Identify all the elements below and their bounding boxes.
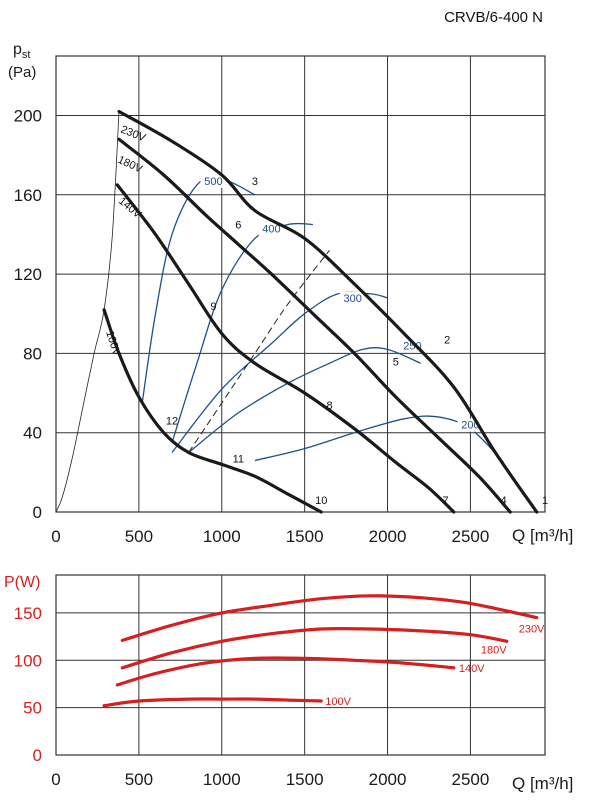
bottom-x-tick-label: 0 <box>51 770 60 789</box>
bottom-y-tick-label: 50 <box>23 699 42 718</box>
chart-title: CRVB/6-400 N <box>444 9 543 26</box>
operating-point-11: 11 <box>233 453 244 465</box>
top-plot-curves: 500400300250200230V180V140V100V123456789… <box>55 109 548 514</box>
top-x-tick-label: 2500 <box>451 527 489 546</box>
bottom-x-tick-label: 2500 <box>451 770 489 789</box>
bottom-plot-frame <box>55 574 546 756</box>
curve-100V <box>102 308 323 514</box>
operating-point-2: 2 <box>444 334 450 346</box>
iso-line-300 <box>171 291 388 453</box>
bottom-plot-curves: 230V 180V 140V 100V <box>102 594 545 708</box>
power-curve-label-180V: 180V <box>481 644 507 656</box>
operating-point-4: 4 <box>500 495 506 507</box>
power-curve-180V <box>120 626 509 670</box>
iso-line-500 <box>141 176 256 404</box>
bottom-x-tick-label: 1500 <box>286 770 324 789</box>
operating-point-1: 1 <box>542 495 548 507</box>
top-y-tick-label: 200 <box>14 106 42 125</box>
iso-line-400 <box>171 222 313 443</box>
curve-140V <box>115 183 456 514</box>
top-plot-frame <box>55 55 546 513</box>
operating-point-9: 9 <box>210 301 216 313</box>
bottom-x-tick-label: 500 <box>125 770 153 789</box>
power-curve-label-100V: 100V <box>325 696 351 708</box>
power-curve-label-140V: 140V <box>459 663 485 675</box>
top-y-label: pst <box>13 41 30 61</box>
iso-label-500: 500 <box>204 176 222 188</box>
bottom-y-label: P(W) <box>4 574 40 591</box>
iso-label-250: 250 <box>403 340 421 352</box>
top-y-tick-label: 0 <box>33 503 42 522</box>
top-y-unit: (Pa) <box>8 64 36 81</box>
top-y-tick-label: 80 <box>23 344 42 363</box>
iso-label-300: 300 <box>344 293 362 305</box>
bottom-y-tick-label: 150 <box>14 604 42 623</box>
iso-line-250 <box>188 347 421 454</box>
iso-label-400: 400 <box>262 223 280 235</box>
top-x-label: Q [m³/h] <box>512 526 573 545</box>
bottom-plot-grid: 0 500 1000 1500 2000 2500 0 50 100 150 <box>14 574 546 789</box>
iso-label-200: 200 <box>461 420 479 432</box>
top-x-tick-label: 2000 <box>369 527 407 546</box>
power-curve-label-230V: 230V <box>519 624 545 636</box>
top-x-tick-label: 1000 <box>203 527 241 546</box>
iso-label-bg <box>339 291 366 305</box>
operating-point-7: 7 <box>442 495 448 507</box>
top-y-label-main: p <box>13 41 22 58</box>
bottom-x-tick-label: 1000 <box>203 770 241 789</box>
operating-point-3: 3 <box>252 176 258 188</box>
curve-230V <box>117 109 539 514</box>
bottom-x-tick-label: 2000 <box>369 770 407 789</box>
iso-label-bg <box>200 174 227 188</box>
power-curve-100V <box>102 697 323 708</box>
top-x-tick-label: 0 <box>51 527 60 546</box>
power-curve-230V <box>120 594 539 642</box>
bottom-x-label: Q [m³/h] <box>512 774 573 793</box>
operating-point-6: 6 <box>235 219 241 231</box>
power-curve-140V <box>115 656 456 687</box>
curve-180V <box>117 137 512 514</box>
iso-label-bg <box>258 222 285 236</box>
top-y-tick-label: 40 <box>23 424 42 443</box>
operating-point-12: 12 <box>166 416 178 428</box>
bottom-y-tick-label: 100 <box>14 651 42 670</box>
system-dashed-line <box>188 249 330 453</box>
top-x-tick-label: 500 <box>125 527 153 546</box>
operating-point-10: 10 <box>315 495 327 507</box>
bottom-y-tick-label: 0 <box>33 746 42 765</box>
fan-start-curve <box>55 111 120 513</box>
top-y-tick-label: 160 <box>14 186 42 205</box>
top-x-tick-label: 1500 <box>286 527 324 546</box>
operating-point-5: 5 <box>393 356 399 368</box>
operating-point-8: 8 <box>326 400 332 412</box>
top-y-tick-label: 120 <box>14 265 42 284</box>
top-y-label-sub: st <box>22 49 31 61</box>
